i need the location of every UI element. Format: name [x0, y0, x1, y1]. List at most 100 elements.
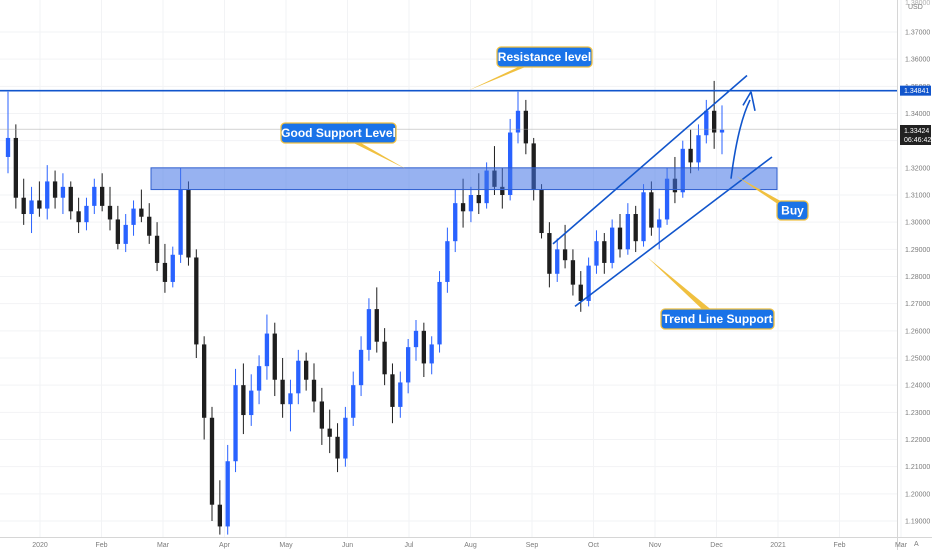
price-tick-label: 1.19000 — [905, 519, 930, 526]
candle-down — [154, 235, 160, 263]
callout-label-support: Good Support Level — [281, 126, 396, 140]
candle-down — [37, 200, 42, 209]
candle-up — [609, 227, 615, 263]
candle-up — [131, 208, 136, 225]
candle-down — [147, 216, 152, 236]
price-tick-label: 1.36000 — [905, 57, 930, 64]
candle-up — [225, 461, 230, 527]
candle-up — [398, 382, 403, 407]
channel-lower-line — [574, 156, 773, 308]
candle-up — [515, 110, 521, 133]
candle-down — [382, 341, 387, 375]
time-tick-label: Mar — [157, 542, 170, 549]
price-tick-label: 1.30000 — [905, 220, 930, 227]
candle-down — [280, 379, 285, 405]
time-tick-label: May — [279, 542, 293, 549]
candle-up — [696, 135, 701, 163]
candle-down — [52, 181, 58, 198]
candle-up — [625, 214, 631, 250]
candle-down — [311, 379, 317, 402]
time-tick-label: Oct — [588, 542, 599, 549]
callout-box-resistance — [496, 46, 593, 68]
callout-label-buy: Buy — [781, 204, 804, 218]
current-price-label: 1.33424 — [904, 128, 929, 135]
price-tick-label: 1.24000 — [905, 383, 930, 390]
candle-up — [84, 205, 89, 223]
price-tick-label: 1.21000 — [905, 464, 930, 471]
resistance-price-tag — [900, 85, 931, 96]
candle-down — [500, 186, 505, 196]
current-price-tag — [900, 125, 931, 145]
candle-down — [570, 260, 576, 285]
price-tick-label: 1.25000 — [905, 356, 930, 363]
candle-up — [249, 390, 254, 416]
callout-layer: Resistance level Good Support Level Trend … — [280, 46, 809, 330]
candle-down — [547, 233, 552, 274]
candle-down — [531, 143, 536, 190]
candle-down — [421, 330, 427, 364]
price-tick-label: 1.34000 — [905, 111, 930, 118]
candle-down — [374, 309, 379, 342]
candle-up — [296, 360, 301, 394]
candle-down — [21, 197, 26, 215]
candle-down — [523, 110, 529, 144]
candle-down — [209, 417, 215, 505]
candle-down — [186, 189, 191, 258]
time-tick-label: Sep — [526, 542, 539, 549]
candle-up — [358, 349, 364, 386]
price-tick-label: 1.29000 — [905, 247, 930, 254]
candle-up — [256, 366, 262, 391]
candle-down — [201, 344, 207, 418]
candle-down — [76, 211, 81, 223]
callout-box-support — [280, 122, 397, 144]
candle-up — [351, 385, 356, 418]
candle-up — [366, 309, 372, 350]
callout-pointer-trend — [647, 257, 723, 319]
candle-up — [719, 129, 725, 133]
candle-down — [578, 284, 583, 301]
drawing-layer — [0, 74, 897, 308]
candle-down — [303, 360, 309, 380]
time-tick-label: Dec — [710, 542, 723, 549]
callout-pointer-resistance — [468, 57, 550, 91]
candle-down — [688, 148, 693, 163]
candle-up — [664, 178, 670, 220]
candle-up — [437, 281, 442, 345]
candle-up — [29, 200, 34, 215]
price-axis[interactable]: 1.370001.360001.350001.340001.330001.320… — [905, 30, 930, 526]
callout-label-resistance: Resistance level — [498, 50, 591, 64]
candle-down — [68, 186, 73, 212]
candle-down — [476, 195, 481, 204]
candle-down — [327, 428, 332, 437]
candle-up — [123, 224, 128, 244]
price-tick-label: 1.32000 — [905, 165, 930, 172]
candle-down — [107, 205, 113, 220]
candle-down — [272, 333, 277, 380]
channel-upper-line — [552, 74, 748, 245]
price-axis-currency: USD — [908, 4, 923, 11]
time-tick-label: Jul — [405, 542, 414, 549]
support-zone-rect — [150, 167, 778, 191]
price-axis-top-label: 1.38000 — [905, 0, 930, 7]
candle-up — [45, 181, 50, 209]
candle-up — [507, 132, 513, 196]
auto-scale-button[interactable]: A — [914, 541, 919, 548]
candle-down — [13, 137, 19, 198]
price-tick-label: 1.27000 — [905, 301, 930, 308]
projection-curve — [730, 99, 751, 179]
candle-up — [657, 219, 662, 228]
candle-up — [429, 344, 434, 364]
projection-arrowhead — [742, 91, 756, 111]
callout-box-trend — [660, 308, 775, 330]
candle-down — [335, 436, 340, 459]
candle-up — [92, 186, 97, 206]
candle-down — [319, 401, 325, 429]
time-axis[interactable]: 2020 Feb Mar Apr May Jun Jul Aug Sep Oct Nov Dec 202… — [32, 542, 907, 549]
time-tick-label: 2021 — [770, 542, 786, 549]
grid-layer — [0, 0, 902, 537]
candle-down — [649, 192, 654, 228]
price-tick-label: 1.23000 — [905, 410, 930, 417]
time-tick-label: 2020 — [32, 542, 48, 549]
candle-down — [460, 203, 466, 212]
candle-down — [115, 219, 121, 244]
